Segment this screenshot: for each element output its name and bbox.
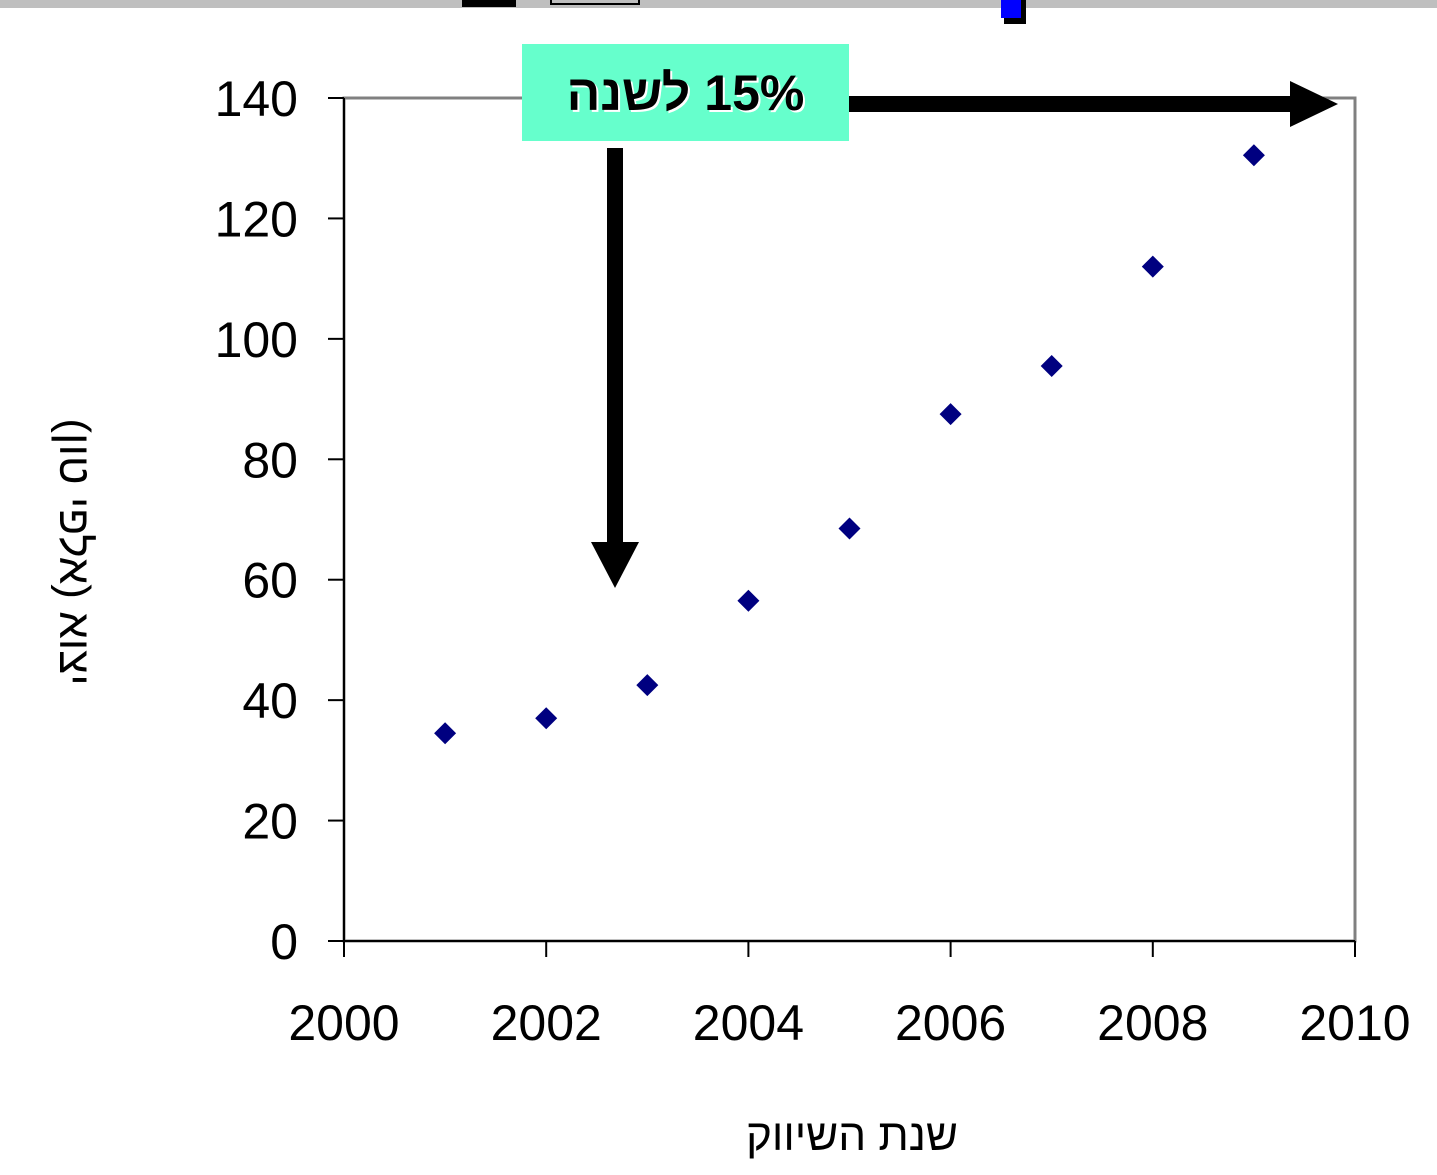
- y-tick-label: 20: [242, 794, 298, 850]
- data-point: [1041, 355, 1063, 377]
- y-tick-label: 40: [242, 673, 298, 729]
- y-tick-label: 100: [215, 312, 298, 368]
- right-arrow-head-icon: [1290, 81, 1338, 127]
- x-tick-label: 2002: [491, 995, 602, 1051]
- x-tick-label: 2000: [288, 995, 399, 1051]
- y-tick-label: 80: [242, 432, 298, 488]
- x-tick-label: 2010: [1299, 995, 1410, 1051]
- annotation-arrows: [591, 81, 1338, 588]
- y-tick-label: 140: [215, 71, 298, 127]
- x-tick-label: 2004: [693, 995, 804, 1051]
- data-point: [434, 722, 456, 744]
- x-axis-title: שנת השיווק: [746, 1111, 958, 1160]
- data-point: [940, 403, 962, 425]
- horizontal-arrow-shaft: [843, 96, 1295, 112]
- data-point: [1142, 256, 1164, 278]
- data-series: [434, 144, 1265, 744]
- vertical-arrow-shaft: [607, 148, 623, 548]
- growth-callout: 15% לשנה: [522, 44, 849, 141]
- data-point: [1243, 144, 1265, 166]
- y-axis: 0 20 40 60 80 100 120 140: [215, 71, 344, 970]
- x-axis: 2000 2002 2004 2006 2008 2010: [288, 941, 1410, 1051]
- y-tick-label: 60: [242, 553, 298, 609]
- y-tick-label: 120: [215, 191, 298, 247]
- y-axis-title: יצוא (אלפי טון): [50, 418, 99, 685]
- data-point: [636, 674, 658, 696]
- down-arrow-head-icon: [591, 542, 639, 588]
- y-tick-label: 0: [270, 914, 298, 970]
- data-point: [535, 707, 557, 729]
- x-tick-label: 2006: [895, 995, 1006, 1051]
- x-tick-label: 2008: [1097, 995, 1208, 1051]
- data-point: [737, 590, 759, 612]
- data-point: [839, 518, 861, 540]
- growth-callout-label: 15% לשנה: [567, 64, 805, 122]
